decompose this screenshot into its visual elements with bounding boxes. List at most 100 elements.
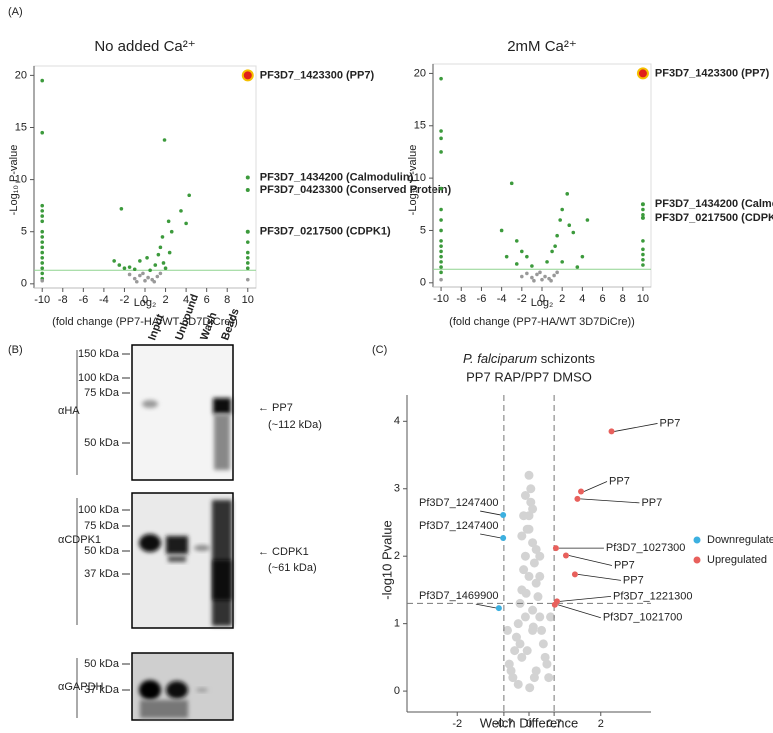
point — [439, 244, 443, 248]
band-annotation: ← PP7 — [258, 402, 293, 414]
point — [519, 565, 529, 575]
point — [519, 511, 529, 521]
y-axis-label: -log10 Pvalue — [379, 520, 394, 600]
band-annotation: ← CDPK1 — [258, 546, 309, 558]
point — [562, 552, 569, 559]
point — [555, 233, 559, 238]
point — [138, 273, 142, 278]
panel-label: (C) — [372, 344, 387, 356]
point — [40, 266, 45, 270]
marker-label: 100 kDa — [78, 372, 120, 384]
x-axis-label: (fold change (PP7-HA/WT 3D7DiCre)) — [449, 316, 635, 328]
point — [571, 571, 578, 578]
point — [138, 259, 142, 263]
point — [245, 261, 250, 265]
plot-frame — [432, 63, 652, 288]
x-tick-label: -10 — [433, 293, 449, 305]
point — [641, 239, 645, 243]
point — [528, 605, 538, 615]
marker-label: 37 kDa — [84, 568, 120, 580]
point — [40, 235, 45, 239]
point — [550, 249, 554, 254]
point — [524, 571, 534, 581]
point — [245, 240, 250, 244]
point — [132, 267, 137, 272]
band-annotation: (~61 kDa) — [268, 562, 317, 574]
point — [522, 646, 532, 656]
point — [529, 673, 539, 683]
annotation: PF3D7_1434200 (Calmodulin) — [260, 171, 414, 183]
point — [525, 271, 529, 276]
label-arrow — [580, 498, 640, 504]
point — [167, 250, 172, 255]
x-tick-label: 6 — [204, 294, 210, 306]
point — [513, 679, 523, 689]
point — [40, 255, 45, 260]
point — [439, 254, 443, 259]
point — [545, 260, 549, 264]
point — [509, 181, 514, 186]
point — [520, 249, 524, 254]
y-tick-label: 20 — [15, 69, 27, 81]
point — [524, 524, 534, 534]
annotated-point — [640, 215, 645, 220]
marker-label: 50 kDa — [84, 545, 120, 557]
y-tick-label: 10 — [414, 172, 426, 184]
y-axis-label: -Log₁₀ P-value — [407, 145, 419, 216]
label-arrow — [583, 481, 608, 492]
annotated-point — [241, 69, 254, 82]
antibody-label: αGAPDH — [58, 681, 104, 693]
point — [585, 218, 590, 222]
point — [608, 428, 615, 435]
point — [179, 209, 183, 213]
point — [119, 206, 124, 211]
panel-label: (A) — [8, 6, 23, 18]
point — [526, 497, 536, 507]
point — [544, 673, 554, 683]
point — [134, 279, 139, 284]
label-arrow — [480, 533, 502, 539]
marker-label: 50 kDa — [84, 658, 120, 670]
point — [517, 652, 527, 662]
annotated-point — [636, 67, 649, 80]
annotated-point — [245, 188, 250, 193]
label-arrow — [557, 604, 601, 619]
point — [533, 592, 543, 602]
y-tick-label: 4 — [394, 415, 400, 427]
point — [641, 263, 645, 267]
x-tick-label: 10 — [637, 293, 649, 305]
y-tick-label: 10 — [15, 174, 27, 186]
x-tick-label: 4 — [183, 294, 189, 306]
plot-frame — [33, 65, 257, 289]
marker-label: 75 kDa — [84, 387, 120, 399]
point — [641, 207, 645, 212]
label-arrow — [475, 603, 497, 609]
x-tick-label: -4 — [99, 294, 109, 306]
marker-label: 37 kDa — [84, 684, 120, 696]
x-tick-label: 8 — [620, 293, 626, 305]
point — [575, 265, 580, 269]
point — [538, 270, 542, 275]
point — [551, 601, 558, 608]
point — [560, 260, 564, 264]
x-tick-label: 2 — [559, 293, 565, 305]
point — [520, 274, 524, 279]
point — [40, 278, 45, 283]
y-tick-label: 15 — [15, 121, 27, 133]
x-tick-label: -8 — [58, 294, 68, 306]
point — [580, 254, 585, 259]
point — [529, 558, 539, 568]
point-label: Pf3D7_1021700 — [603, 612, 683, 624]
x-tick-label: -6 — [78, 294, 88, 306]
point — [520, 612, 530, 622]
point — [439, 218, 443, 222]
y-tick-label: 2 — [394, 550, 400, 562]
title-italic: P. falciparum — [463, 351, 537, 366]
x-tick-label: 8 — [224, 294, 230, 306]
label-arrow — [480, 510, 502, 516]
point — [153, 263, 158, 267]
point — [543, 274, 547, 279]
point — [145, 255, 149, 260]
point — [511, 632, 521, 642]
point — [546, 612, 556, 622]
